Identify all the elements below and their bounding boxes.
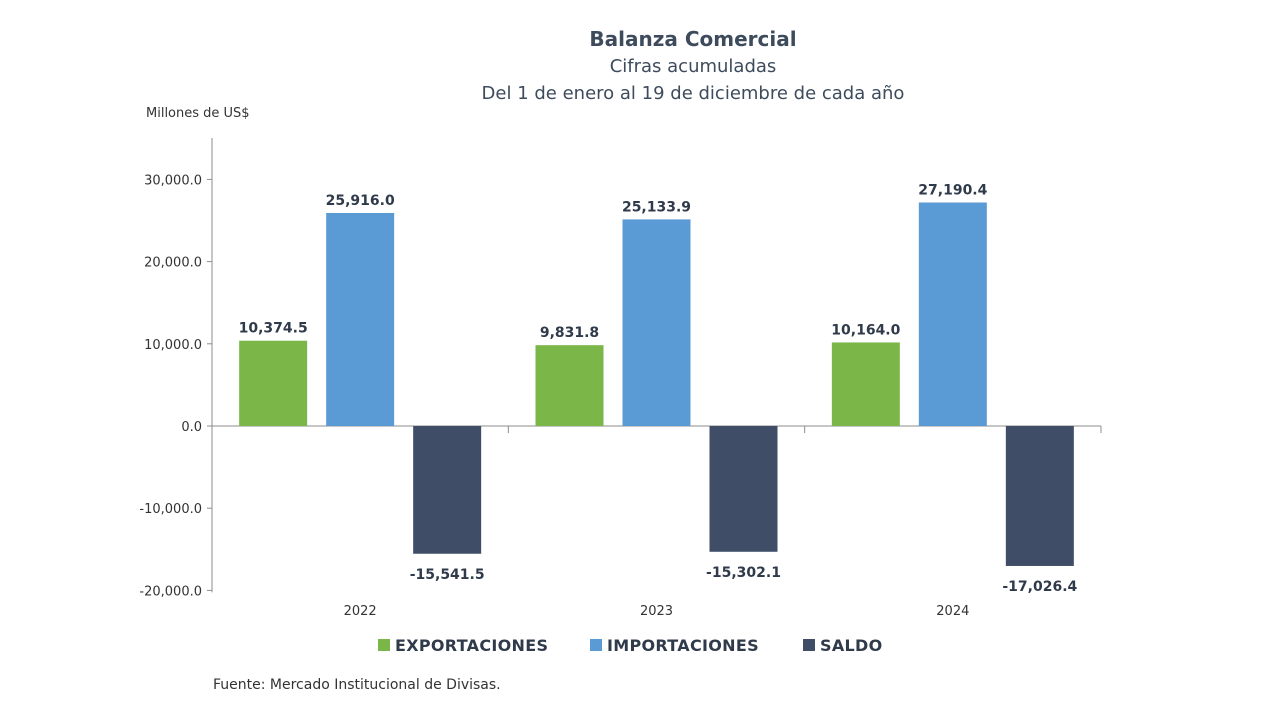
- data-label: 27,190.4: [918, 182, 987, 198]
- y-axis-label: Millones de US$: [146, 106, 250, 121]
- y-tick-label: 10,000.0: [144, 338, 202, 353]
- legend: EXPORTACIONES IMPORTACIONES SALDO: [378, 636, 882, 655]
- data-label: 9,831.8: [540, 325, 599, 341]
- data-label: 25,916.0: [326, 193, 395, 209]
- legend-swatch: [803, 639, 815, 651]
- y-tick-label: 20,000.0: [144, 256, 202, 271]
- chart-subtitle-1: Cifras acumuladas: [610, 56, 777, 77]
- legend-label: SALDO: [820, 636, 882, 655]
- x-tick-label: 2022: [344, 604, 377, 619]
- bar: [326, 212, 395, 426]
- source-note: Fuente: Mercado Institucional de Divisas…: [213, 677, 501, 693]
- x-tick-label: 2023: [640, 604, 673, 619]
- data-label: -17,026.4: [1002, 579, 1077, 595]
- bars: [239, 202, 1074, 566]
- bar: [622, 219, 691, 426]
- data-label: 10,164.0: [831, 322, 900, 338]
- y-tick-label: 30,000.0: [144, 173, 202, 188]
- data-label: 10,374.5: [239, 321, 308, 337]
- bar: [239, 340, 308, 426]
- bar: [413, 426, 482, 554]
- y-tick-label: -10,000.0: [139, 502, 202, 517]
- y-tick-label: -20,000.0: [139, 584, 202, 599]
- data-label: -15,302.1: [706, 565, 781, 581]
- bar: [709, 426, 778, 552]
- chart-title: Balanza Comercial: [589, 27, 796, 51]
- data-label: -15,541.5: [410, 567, 485, 583]
- y-tick-label: 0.0: [181, 420, 202, 435]
- bar: [831, 342, 900, 426]
- bar: [918, 202, 987, 426]
- data-labels: 10,374.5 25,916.0 -15,541.5 9,831.8 25,133.9…: [239, 182, 1078, 594]
- x-tick-label: 2024: [936, 604, 969, 619]
- legend-swatch: [590, 639, 602, 651]
- bar: [535, 345, 604, 426]
- legend-label: EXPORTACIONES: [395, 636, 548, 655]
- legend-label: IMPORTACIONES: [607, 636, 759, 655]
- data-label: 25,133.9: [622, 199, 691, 215]
- bar: [1005, 426, 1074, 566]
- legend-swatch: [378, 639, 390, 651]
- chart-subtitle-2: Del 1 de enero al 19 de diciembre de cad…: [482, 83, 905, 104]
